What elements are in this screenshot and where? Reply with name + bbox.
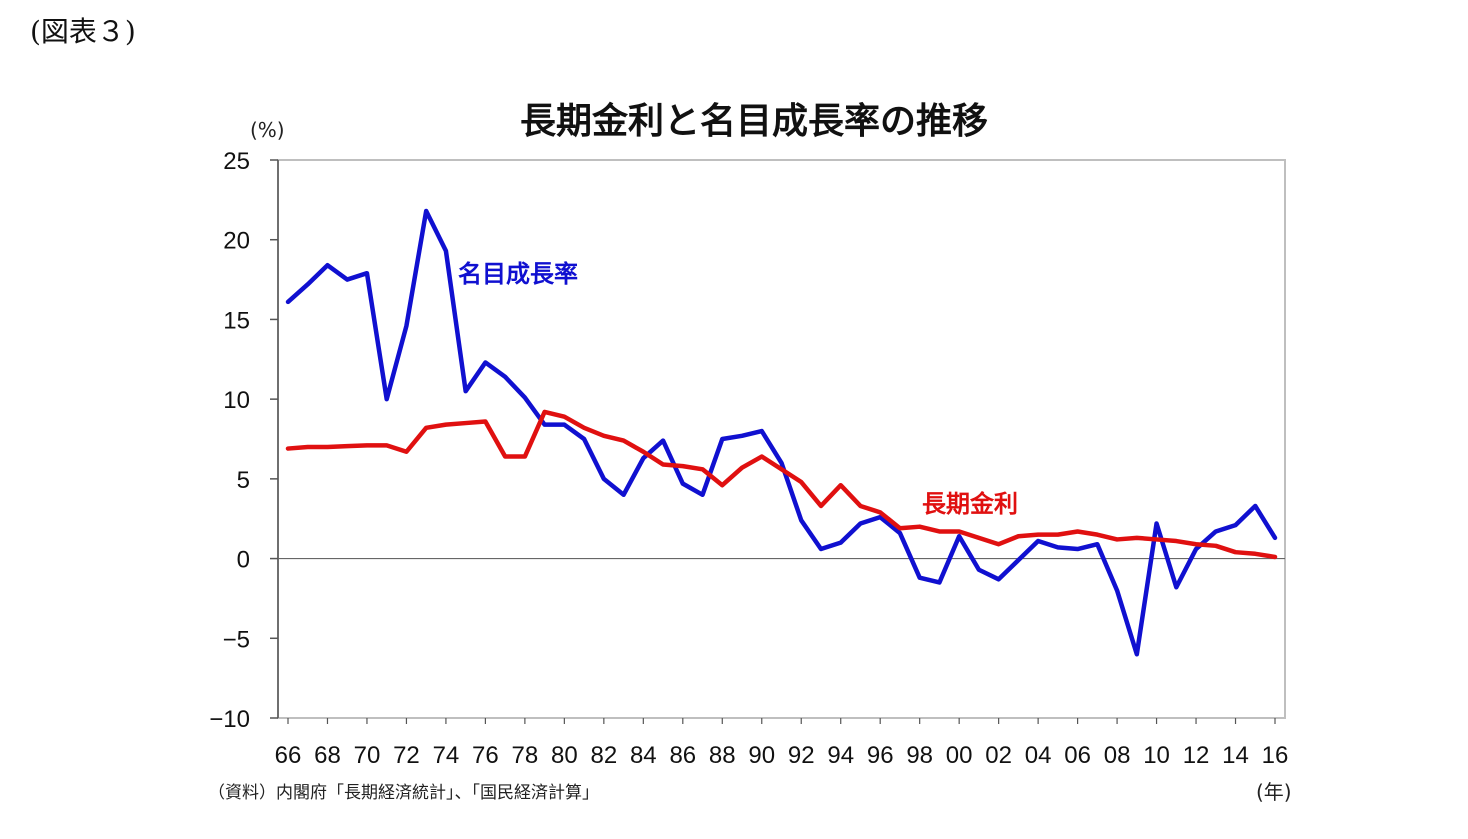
y-tick-label: 0 [237, 547, 250, 574]
y-tick-label: 10 [223, 387, 250, 414]
y-tick-label: −5 [223, 626, 250, 653]
series-lines [285, 208, 1278, 657]
x-tick-label: 12 [1183, 742, 1210, 769]
x-tick-label: 08 [1104, 742, 1131, 769]
source-note: （資料）内閣府「長期経済統計」、「国民経済計算」 [208, 783, 599, 803]
figure-label: (図表３) [30, 15, 136, 48]
y-tick-label: 25 [223, 148, 250, 175]
x-tick-label: 70 [354, 742, 381, 769]
x-tick-label: 76 [472, 742, 499, 769]
x-tick-label: 14 [1222, 742, 1249, 769]
x-tick-label: 86 [669, 742, 696, 769]
series-label-1: 長期金利 [922, 490, 1018, 518]
x-tick-label: 94 [827, 742, 854, 769]
x-axis-unit: (年) [1256, 780, 1292, 804]
x-tick-label: 92 [788, 742, 815, 769]
x-tick-label: 66 [275, 742, 302, 769]
chart-title: 長期金利と名目成長率の推移 [519, 101, 988, 142]
y-tick-label: 5 [237, 467, 250, 494]
x-tick-label: 16 [1262, 742, 1289, 769]
x-tick-label: 04 [1025, 742, 1052, 769]
x-tick-label: 98 [906, 742, 933, 769]
y-tick-label: 20 [223, 228, 250, 255]
x-tick-label: 88 [709, 742, 736, 769]
series-line-1 [285, 409, 1278, 560]
series-label-0: 名目成長率 [458, 260, 578, 288]
x-tick-label: 10 [1143, 742, 1170, 769]
plot-area [277, 159, 1286, 719]
x-tick-label: 00 [946, 742, 973, 769]
y-tick-label: 15 [223, 307, 250, 334]
x-tick-label: 96 [867, 742, 894, 769]
x-tick-label: 78 [512, 742, 539, 769]
series-line-0 [285, 208, 1278, 657]
x-tick-label: 06 [1064, 742, 1091, 769]
x-tick-label: 68 [314, 742, 341, 769]
x-tick-label: 74 [433, 742, 460, 769]
y-tick-label: −10 [209, 706, 250, 733]
x-tick-label: 84 [630, 742, 657, 769]
tick-labels: 25 20 15 10 5 0 −5 −10 66 68 70 72 74 76 78 80 82 84 86 88 9… [209, 148, 1288, 769]
x-tick-label: 72 [393, 742, 420, 769]
x-tick-label: 80 [551, 742, 578, 769]
axes [270, 159, 1285, 724]
x-tick-label: 02 [985, 742, 1012, 769]
y-axis-unit: (%) [250, 118, 285, 142]
x-tick-label: 90 [748, 742, 775, 769]
x-tick-label: 82 [590, 742, 617, 769]
